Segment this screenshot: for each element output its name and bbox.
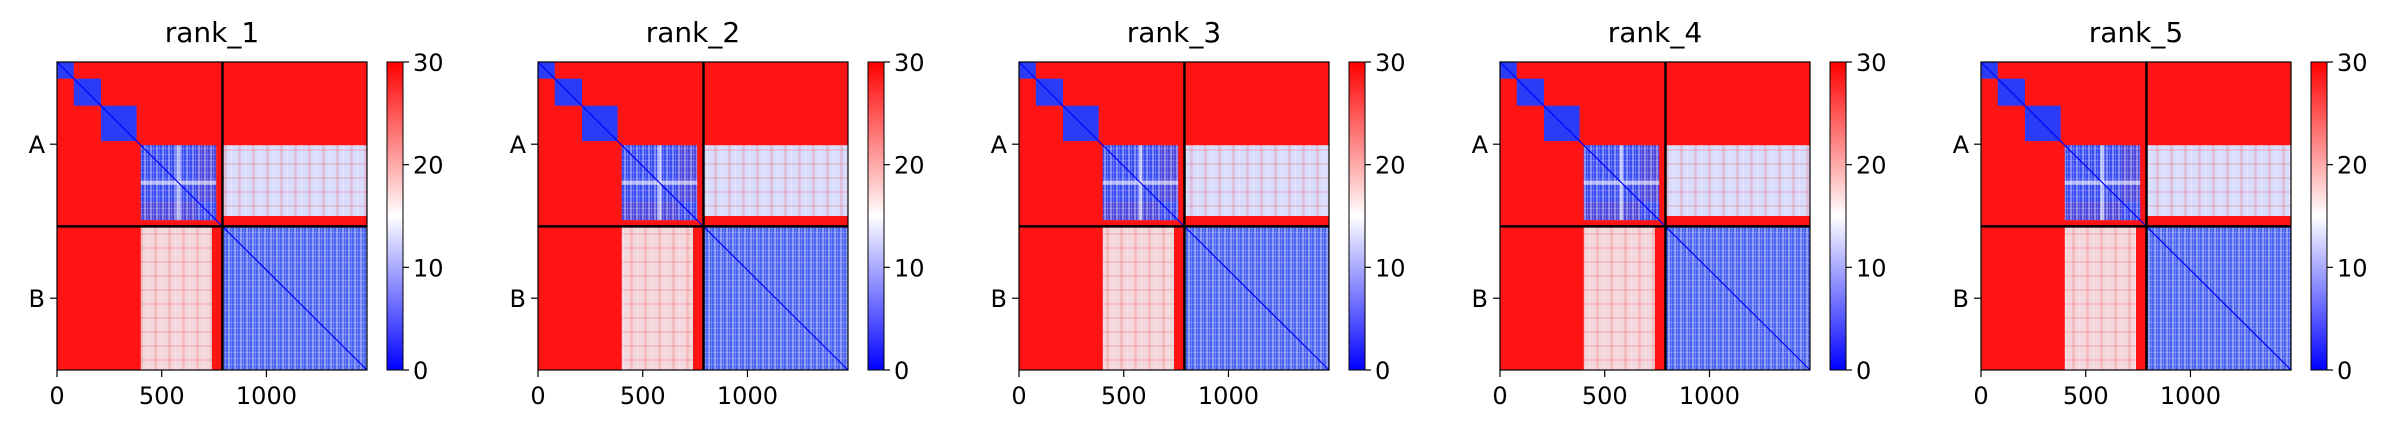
a-domain-vs-b-texture	[222, 145, 367, 216]
x-tick-label: 0	[530, 382, 545, 410]
y-tick-label: A	[29, 131, 46, 159]
heatmap-panel-5: rank_5 0 500 1000 A B 0 10 20 30	[1953, 16, 2368, 410]
b-vs-a-texture	[1102, 226, 1174, 370]
x-tick-label: 0	[1973, 382, 1988, 410]
panel-title: rank_3	[1127, 16, 1221, 49]
x-tick-label: 500	[2063, 382, 2109, 410]
colorbar-tick-label: 30	[413, 49, 444, 77]
colorbar-tick-label: 30	[1375, 49, 1406, 77]
panel-title: rank_1	[165, 16, 259, 49]
plot-frame	[1018, 61, 1330, 371]
panel-title: rank_4	[1608, 16, 1702, 49]
x-tick-label: 0	[1492, 382, 1507, 410]
y-tick-label: A	[510, 131, 527, 159]
y-tick-label: B	[1472, 285, 1488, 313]
panel-title: rank_5	[2089, 16, 2183, 49]
heatmap-panel-4: rank_4 0 500 1000 A B 0 10 20 30	[1472, 16, 1887, 410]
x-tick-label: 500	[620, 382, 666, 410]
colorbar-tick-label: 10	[1375, 254, 1406, 282]
colorbar	[2310, 61, 2328, 371]
panel-title: rank_2	[646, 16, 740, 49]
plot-frame	[1499, 61, 1811, 371]
colorbar-tick-label: 10	[2337, 254, 2368, 282]
y-tick-label: A	[1472, 131, 1489, 159]
a-domain-vs-b-texture	[1665, 145, 1810, 216]
x-tick-label: 1000	[1198, 382, 1259, 410]
diagonal-line	[1499, 61, 1811, 371]
diagonal-line	[1980, 61, 2292, 371]
plot-frame	[537, 61, 849, 371]
colorbar	[867, 61, 885, 371]
colorbar	[1348, 61, 1366, 371]
colorbar-tick-label: 0	[2337, 357, 2352, 385]
colorbar-tick-label: 20	[894, 152, 925, 180]
colorbar	[1829, 61, 1847, 371]
x-tick-label: 500	[139, 382, 185, 410]
colorbar-tick-label: 20	[1375, 152, 1406, 180]
colorbar-tick-label: 30	[2337, 49, 2368, 77]
y-tick-label: A	[1953, 131, 1970, 159]
y-tick-label: B	[29, 285, 45, 313]
b-vs-a-texture	[140, 226, 212, 370]
colorbar-tick-label: 20	[413, 152, 444, 180]
diagonal-line	[1018, 61, 1330, 371]
diagonal-line	[537, 61, 849, 371]
b-vs-a-texture	[1583, 226, 1655, 370]
y-tick-label: B	[510, 285, 526, 313]
b-vs-a-texture	[621, 226, 693, 370]
colorbar-tick-label: 20	[1856, 152, 1887, 180]
colorbar-tick-label: 20	[2337, 152, 2368, 180]
colorbar	[386, 61, 404, 371]
x-tick-label: 1000	[2160, 382, 2221, 410]
x-tick-label: 1000	[1679, 382, 1740, 410]
heatmap-panel-2: rank_2 0 500 1000 A B 0 10 20 30	[510, 16, 925, 410]
b-vs-a-texture	[2064, 226, 2136, 370]
diagonal-line	[56, 61, 368, 371]
colorbar-tick-label: 30	[1856, 49, 1887, 77]
a-domain-vs-b-texture	[703, 145, 848, 216]
colorbar-tick-label: 0	[413, 357, 428, 385]
heatmap-panel-1: rank_1 0 500 1000 A B 0 10 20 30	[29, 16, 444, 410]
colorbar-tick-label: 10	[894, 254, 925, 282]
colorbar-tick-label: 0	[1375, 357, 1390, 385]
colorbar-tick-label: 10	[413, 254, 444, 282]
x-tick-label: 1000	[236, 382, 297, 410]
y-tick-label: A	[991, 131, 1008, 159]
a-domain-vs-b-texture	[2146, 145, 2291, 216]
colorbar-tick-label: 0	[894, 357, 909, 385]
x-tick-label: 500	[1101, 382, 1147, 410]
colorbar-tick-label: 0	[1856, 357, 1871, 385]
a-domain-vs-b-texture	[1184, 145, 1329, 216]
x-tick-label: 1000	[717, 382, 778, 410]
y-tick-label: B	[1953, 285, 1969, 313]
plot-frame	[1980, 61, 2292, 371]
heatmap-panel-3: rank_3 0 500 1000 A B 0 10 20 30	[991, 16, 1406, 410]
y-tick-label: B	[991, 285, 1007, 313]
x-tick-label: 0	[1011, 382, 1026, 410]
x-tick-label: 0	[49, 382, 64, 410]
colorbar-tick-label: 30	[894, 49, 925, 77]
colorbar-tick-label: 10	[1856, 254, 1887, 282]
x-tick-label: 500	[1582, 382, 1628, 410]
plot-frame	[56, 61, 368, 371]
